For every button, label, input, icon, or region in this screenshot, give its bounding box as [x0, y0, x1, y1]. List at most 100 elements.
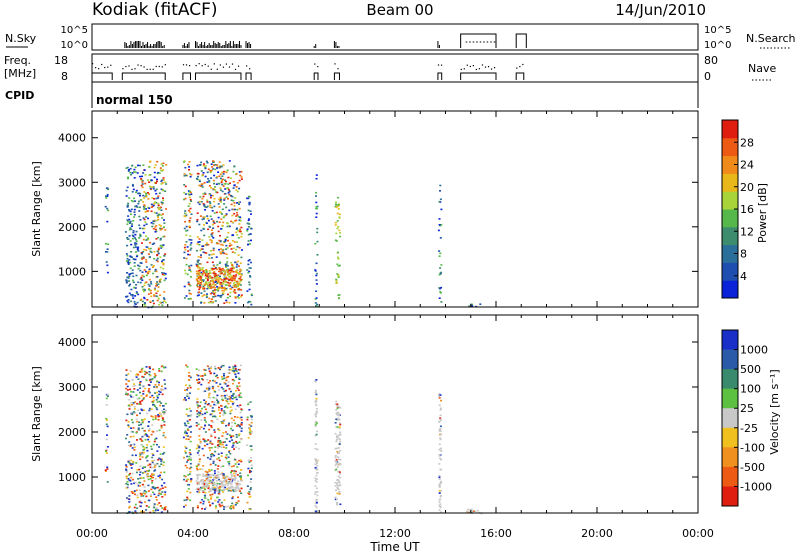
range-cell	[155, 259, 158, 261]
range-cell	[335, 232, 338, 235]
nave-dot	[101, 63, 103, 66]
range-cell	[128, 474, 131, 476]
range-cell	[151, 197, 154, 199]
range-cell	[219, 200, 222, 202]
range-cell	[471, 305, 474, 307]
nave-dot	[92, 63, 94, 65]
range-cell	[208, 370, 211, 372]
range-cell	[223, 506, 225, 508]
range-cell	[106, 187, 109, 189]
range-cell	[133, 411, 136, 413]
range-cell	[143, 218, 146, 221]
range-cell	[227, 198, 229, 200]
range-cell	[220, 285, 223, 287]
range-cell	[133, 265, 136, 267]
range-cell	[164, 301, 167, 304]
range-cell	[184, 432, 187, 434]
range-cell	[162, 177, 165, 179]
range-cell	[229, 478, 232, 481]
range-cell	[240, 278, 242, 281]
range-cell	[224, 192, 227, 195]
range-cell	[229, 507, 232, 509]
range-cell	[131, 237, 134, 240]
range-cell	[214, 446, 217, 448]
range-cell	[189, 376, 192, 379]
range-cell	[154, 464, 157, 467]
range-cell	[246, 228, 249, 230]
range-cell	[185, 413, 188, 416]
range-cell	[146, 299, 149, 301]
range-cell	[200, 301, 203, 303]
range-cell	[439, 237, 442, 239]
range-cell	[212, 282, 215, 284]
range-cell	[247, 437, 250, 439]
range-cell	[315, 177, 318, 180]
freq-frame	[91, 53, 699, 83]
range-cell	[226, 271, 229, 273]
range-cell	[138, 501, 141, 503]
range-cell	[160, 388, 163, 390]
range-cell	[190, 466, 193, 469]
range-cell	[135, 191, 138, 194]
range-cell	[157, 202, 160, 205]
range-cell	[159, 474, 161, 477]
radar-title: Kodiak (fitACF)	[92, 0, 218, 20]
range-cell	[212, 396, 215, 399]
range-cell	[220, 465, 223, 468]
range-cell	[337, 456, 340, 459]
range-cell	[161, 261, 164, 264]
range-cell	[212, 249, 215, 252]
range-cell	[207, 243, 210, 246]
range-cell	[314, 485, 317, 487]
range-cell	[239, 459, 242, 461]
range-cell	[185, 225, 188, 228]
range-cell	[218, 286, 221, 289]
range-cell	[221, 224, 224, 227]
range-cell	[234, 396, 237, 398]
range-cell	[213, 486, 216, 489]
range-cell	[234, 261, 237, 264]
range-cell	[159, 471, 162, 474]
range-cell	[221, 378, 224, 380]
range-cell	[439, 291, 442, 293]
range-cell	[211, 261, 214, 264]
range-cell	[136, 389, 139, 391]
range-cell	[158, 368, 161, 370]
range-cell	[250, 239, 252, 242]
range-cell	[104, 450, 107, 453]
range-cell	[210, 480, 213, 482]
range-cell	[231, 267, 234, 270]
range-cell	[230, 194, 233, 197]
range-cell	[214, 464, 217, 466]
range-cell	[198, 381, 201, 384]
range-cell	[236, 190, 239, 193]
range-cell	[227, 188, 230, 191]
velocity-colorbar-cell	[722, 349, 738, 370]
range-cell	[184, 475, 187, 478]
range-cell	[153, 505, 156, 507]
range-cell	[336, 227, 339, 230]
range-cell	[140, 495, 143, 497]
range-cell	[133, 406, 136, 408]
range-cell	[195, 422, 198, 424]
range-cell	[151, 466, 153, 469]
range-cell	[188, 467, 191, 470]
range-cell	[186, 496, 189, 499]
range-cell	[236, 234, 239, 236]
range-cell	[131, 463, 134, 465]
range-cell	[187, 415, 190, 417]
range-cell	[231, 208, 234, 211]
range-cell	[336, 447, 339, 450]
range-cell	[145, 195, 148, 198]
range-cell	[203, 497, 206, 499]
range-cell	[440, 458, 443, 461]
range-cell	[219, 187, 222, 189]
freq-block	[437, 72, 443, 80]
range-cell	[141, 175, 143, 178]
range-cell	[130, 272, 132, 275]
range-cell	[154, 478, 157, 480]
range-cell	[212, 237, 215, 239]
range-cell	[439, 437, 442, 439]
range-cell	[211, 443, 214, 445]
range-cell	[137, 378, 140, 380]
